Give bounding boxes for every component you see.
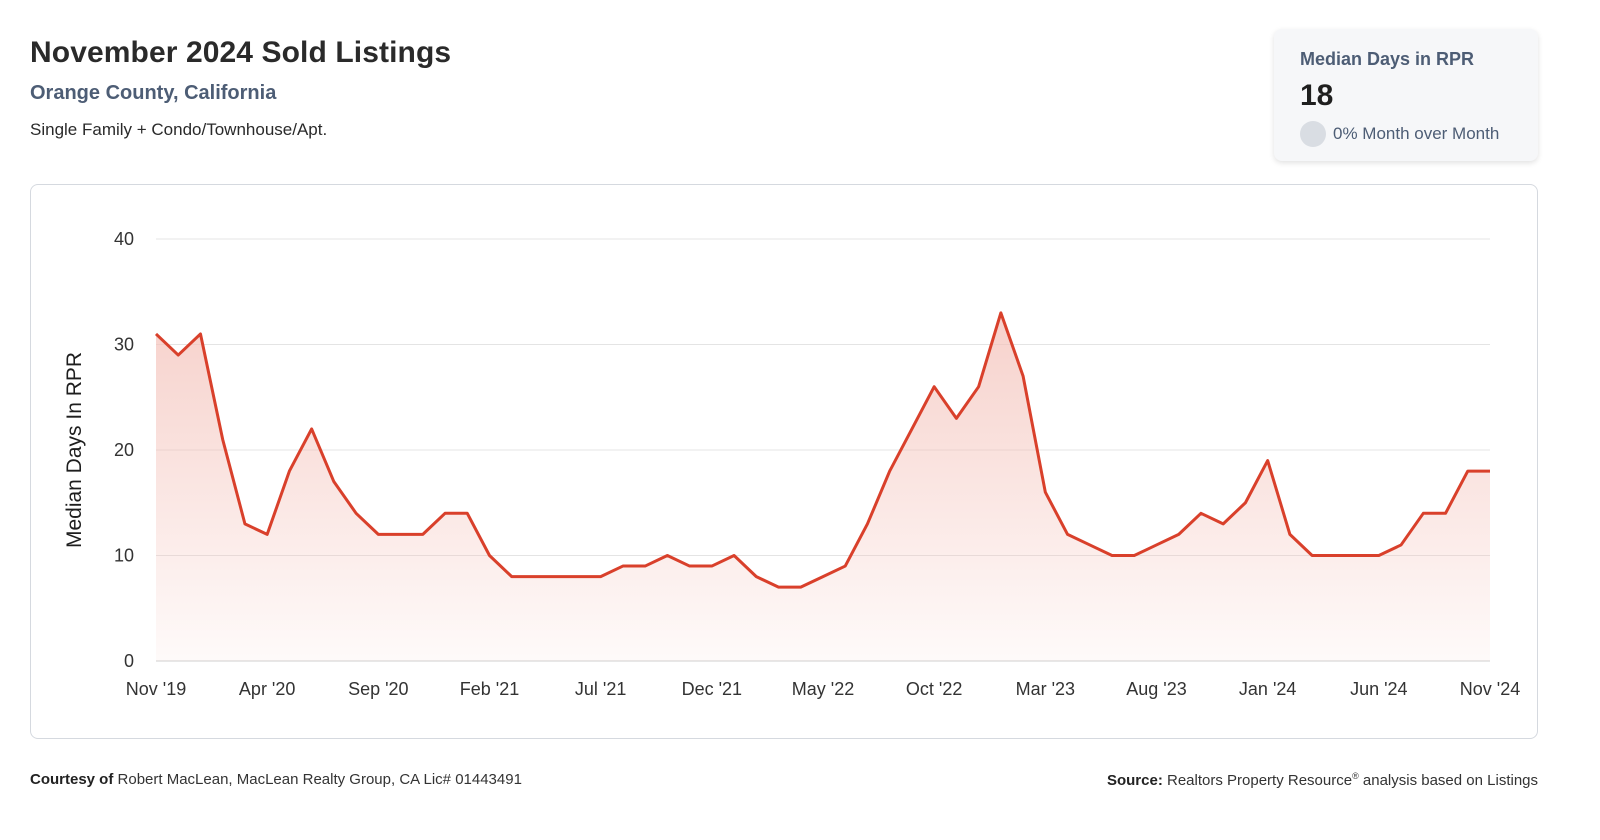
courtesy-text: Robert MacLean, MacLean Realty Group, CA… bbox=[117, 771, 522, 788]
kpi-label: Median Days in RPR bbox=[1300, 49, 1475, 69]
x-tick-label: Aug '23 bbox=[1126, 679, 1187, 699]
y-axis-ticks: 0 10 20 30 40 bbox=[114, 229, 134, 671]
x-tick-label: Apr '20 bbox=[239, 679, 295, 699]
x-tick-label: Jun '24 bbox=[1350, 679, 1407, 699]
area-fill bbox=[156, 312, 1490, 661]
y-tick-label: 40 bbox=[114, 229, 134, 249]
y-tick-label: 10 bbox=[114, 546, 134, 566]
neutral-change-icon bbox=[1300, 121, 1326, 147]
location-subtitle: Orange County, California bbox=[30, 82, 277, 104]
source-text: Realtors Property Resource bbox=[1167, 772, 1353, 789]
series-polyline bbox=[154, 311, 1490, 589]
x-tick-label: Oct '22 bbox=[906, 679, 962, 699]
source-label: Source: bbox=[1106, 772, 1163, 789]
x-tick-label: Dec '21 bbox=[682, 679, 742, 699]
chart-panel: 0 10 20 30 40 Nov '19 Apr '20 Sep '20 Feb '21 Ju… bbox=[30, 184, 1538, 739]
kpi-card: Median Days in RPR 18 0% Month over Mont… bbox=[1274, 29, 1538, 161]
y-tick-label: 20 bbox=[114, 440, 134, 460]
x-tick-label: May '22 bbox=[792, 679, 854, 699]
kpi-change-text: 0% Month over Month bbox=[1333, 124, 1500, 143]
kpi-value: 18 bbox=[1300, 79, 1334, 112]
property-types: Single Family + Condo/Townhouse/Apt. bbox=[30, 120, 328, 139]
line-chart: 0 10 20 30 40 Nov '19 Apr '20 Sep '20 Feb '21 Ju… bbox=[63, 229, 1520, 699]
registered-mark: ® bbox=[1352, 771, 1359, 781]
courtesy-label: Courtesy of bbox=[30, 771, 114, 788]
source-note: Source: Realtors Property Resource® anal… bbox=[1107, 771, 1538, 789]
courtesy-note: Courtesy of Robert MacLean, MacLean Real… bbox=[30, 771, 522, 788]
kpi-change: 0% Month over Month bbox=[1300, 121, 1499, 147]
x-tick-label: Mar '23 bbox=[1016, 679, 1075, 699]
x-tick-label: Sep '20 bbox=[348, 679, 409, 699]
y-axis-label: Median Days In RPR bbox=[63, 352, 86, 548]
source-suffix: analysis based on Listings bbox=[1362, 772, 1538, 789]
y-tick-label: 30 bbox=[114, 335, 134, 355]
x-axis-ticks: Nov '19 Apr '20 Sep '20 Feb '21 Jul '21 Dec '… bbox=[126, 679, 1520, 699]
x-tick-label: Jan '24 bbox=[1239, 679, 1296, 699]
x-tick-label: Nov '19 bbox=[126, 679, 186, 699]
x-tick-label: Feb '21 bbox=[460, 679, 519, 699]
series-area bbox=[156, 312, 1490, 661]
x-tick-label: Nov '24 bbox=[1460, 679, 1520, 699]
series-line bbox=[154, 311, 1490, 589]
page-title: November 2024 Sold Listings bbox=[30, 36, 452, 69]
y-tick-label: 0 bbox=[124, 651, 134, 671]
x-tick-label: Jul '21 bbox=[575, 679, 626, 699]
